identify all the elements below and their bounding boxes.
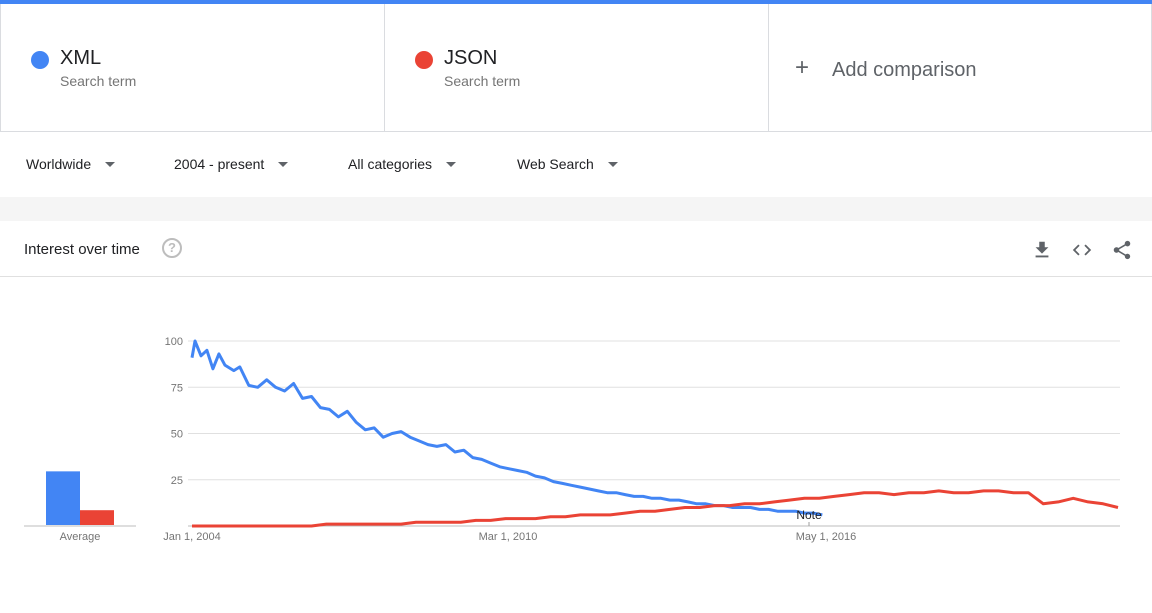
term-card-json[interactable]: JSON Search term (384, 4, 768, 131)
add-comparison-button[interactable]: + Add comparison (768, 4, 1152, 131)
section-gap (0, 197, 1152, 221)
card-header: Interest over time ? (0, 221, 1152, 277)
average-bar-xml (46, 471, 80, 525)
add-comparison-label: Add comparison (832, 59, 977, 81)
caret-down-icon (105, 161, 116, 167)
y-tick-label: 25 (171, 475, 183, 487)
caret-down-icon (607, 161, 618, 167)
y-tick-label: 50 (171, 429, 183, 441)
json-color-dot (415, 51, 433, 69)
caret-down-icon (446, 161, 457, 167)
card-title: Interest over time (24, 241, 140, 258)
interest-chart: Average 100 75 50 25 Jan 1, 2004 Mar 1, 2010… (24, 336, 1120, 543)
series-line-xml[interactable] (190, 339, 823, 517)
x-tick-label: Jan 1, 2004 (163, 531, 221, 543)
average-bar-json (80, 510, 114, 525)
category-dropdown[interactable]: All categories (348, 156, 457, 172)
chart-gridlines: 100 75 50 25 (165, 336, 1120, 527)
search-property-dropdown[interactable]: Web Search (517, 156, 618, 172)
series-line-json[interactable] (192, 489, 1119, 528)
term-type: Search term (444, 73, 521, 89)
caret-down-icon (278, 161, 289, 167)
embed-code-icon[interactable] (1071, 239, 1093, 261)
search-terms-bar: XML Search term JSON Search term + Add c… (0, 4, 1152, 132)
top-accent-bar (0, 0, 1152, 4)
time-range-dropdown[interactable]: 2004 - present (174, 156, 289, 172)
xml-color-dot (31, 51, 49, 69)
region-dropdown[interactable]: Worldwide (26, 156, 116, 172)
search-property-value: Web Search (517, 156, 594, 172)
question-circle-icon[interactable]: ? (162, 238, 182, 258)
plus-icon: + (795, 54, 810, 81)
share-icon[interactable] (1111, 239, 1133, 261)
chart-labels: Jan 1, 2004 Mar 1, 2010 May 1, 2016 Note (163, 508, 856, 543)
time-range-value: 2004 - present (174, 156, 265, 172)
filters-bar: Worldwide 2004 - present All categories … (0, 132, 1152, 197)
x-tick-label: May 1, 2016 (796, 531, 857, 543)
y-tick-label: 100 (165, 336, 183, 348)
note-label[interactable]: Note (796, 508, 822, 522)
term-name: JSON (444, 47, 498, 69)
x-tick-label: Mar 1, 2010 (479, 531, 538, 543)
term-type: Search term (60, 73, 137, 89)
term-name: XML (60, 47, 102, 69)
average-label: Average (60, 531, 101, 543)
chart-lines (190, 339, 1119, 528)
term-card-xml[interactable]: XML Search term (0, 4, 384, 131)
average-bars: Average (24, 471, 136, 543)
y-tick-label: 75 (171, 382, 183, 394)
category-value: All categories (348, 156, 433, 172)
region-value: Worldwide (26, 156, 92, 172)
interest-over-time-card: Interest over time ? Average 100 75 50 25 J… (0, 221, 1152, 613)
download-icon[interactable] (1031, 239, 1053, 261)
